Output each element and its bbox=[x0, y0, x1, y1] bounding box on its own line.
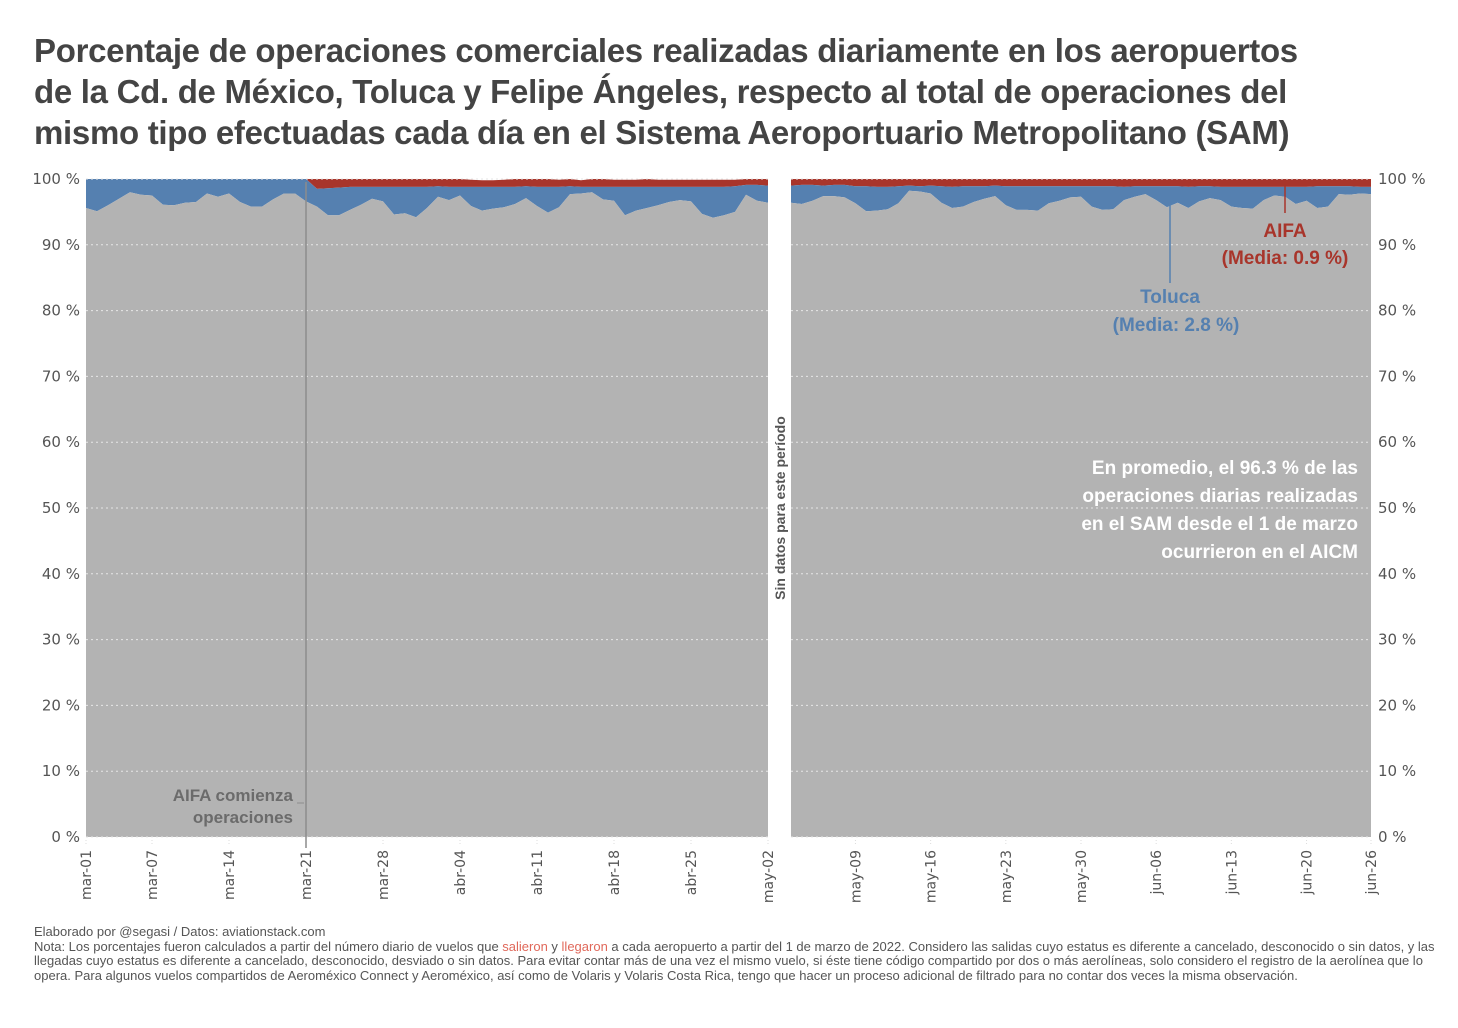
summary-line-2: operaciones diarias realizadas bbox=[1082, 486, 1358, 507]
y-tick-label-left: 90 % bbox=[42, 236, 80, 254]
y-tick-label-right: 60 % bbox=[1378, 433, 1416, 451]
x-tick-label: mar-07 bbox=[145, 850, 161, 900]
x-tick-label: may-16 bbox=[924, 850, 940, 903]
y-axis-left: 0 % 10 % 20 % 30 % 40 % 50 % 60 % 70 % 80 % 90 % 1… bbox=[32, 170, 80, 846]
y-tick-label-left: 70 % bbox=[42, 367, 80, 385]
y-tick-label-right: 50 % bbox=[1378, 499, 1416, 517]
caption: Elaborado por @segasi / Datos: aviations… bbox=[34, 924, 1444, 984]
aifa-mean-label: (Media: 0.9 %) bbox=[1222, 248, 1349, 269]
y-tick-label-left: 0 % bbox=[51, 828, 80, 846]
y-tick-label-right: 80 % bbox=[1378, 302, 1416, 320]
toluca-annotation: Toluca (Media: 2.8 %) bbox=[1113, 205, 1240, 336]
x-tick-label: may-30 bbox=[1074, 850, 1090, 903]
y-axis-right: 0 % 10 % 20 % 30 % 40 % 50 % 60 % 70 % 80 % 90 % 1… bbox=[1378, 170, 1426, 846]
y-tick-label-left: 80 % bbox=[42, 302, 80, 320]
toluca-label: Toluca bbox=[1140, 287, 1200, 308]
y-tick-label-right: 40 % bbox=[1378, 565, 1416, 583]
chart-title-line-1: Porcentaje de operaciones comerciales re… bbox=[34, 32, 1298, 69]
x-tick-label: mar-01 bbox=[79, 850, 95, 900]
x-tick-label: jun-13 bbox=[1224, 850, 1240, 896]
aifa-start-label-line-1: AIFA comienza bbox=[173, 786, 294, 805]
y-tick-label-right: 70 % bbox=[1378, 367, 1416, 385]
panel-left: mar-01 mar-07 mar-14 mar-21 mar-28 abr-04 abr-… bbox=[79, 178, 777, 903]
x-tick-label: abr-11 bbox=[530, 850, 546, 895]
y-tick-label-left: 50 % bbox=[42, 499, 80, 517]
x-tick-label: abr-18 bbox=[607, 850, 623, 895]
aifa-annotation: AIFA (Media: 0.9 %) bbox=[1222, 184, 1349, 269]
y-tick-label-left: 30 % bbox=[42, 631, 80, 649]
y-tick-label-left: 40 % bbox=[42, 565, 80, 583]
caption-llegaron: llegaron bbox=[561, 938, 608, 954]
x-tick-label: mar-14 bbox=[222, 850, 238, 900]
aifa-label: AIFA bbox=[1263, 221, 1307, 242]
chart-title: Porcentaje de operaciones comerciales re… bbox=[34, 30, 1434, 153]
x-tick-label: abr-04 bbox=[453, 850, 469, 895]
y-tick-label-right: 20 % bbox=[1378, 696, 1416, 714]
chart-title-line-3: mismo tipo efectuadas cada día en el Sis… bbox=[34, 114, 1290, 151]
caption-note-post: a cada aeropuerto a partir del 1 de marz… bbox=[34, 938, 1435, 983]
aifa-start-annotation: AIFA comienza operaciones bbox=[173, 182, 307, 848]
summary-line-3: en el SAM desde el 1 de marzo bbox=[1081, 514, 1358, 535]
y-tick-label-right: 10 % bbox=[1378, 762, 1416, 780]
x-tick-label: may-23 bbox=[999, 850, 1015, 903]
no-data-label: Sin datos para este período bbox=[772, 416, 788, 600]
x-tick-label: jun-06 bbox=[1149, 850, 1165, 896]
chart-title-line-2: de la Cd. de México, Toluca y Felipe Áng… bbox=[34, 73, 1287, 110]
aicm-area-left bbox=[86, 192, 768, 837]
x-tick-label: mar-28 bbox=[376, 850, 392, 900]
x-tick-label: abr-25 bbox=[684, 850, 700, 895]
x-tick-label: jun-26 bbox=[1364, 850, 1380, 896]
aifa-area-right bbox=[791, 179, 1371, 187]
caption-note-pre: Nota: Los porcentajes fueron calculados … bbox=[34, 938, 503, 954]
aifa-area-left bbox=[86, 179, 768, 189]
y-tick-label-left: 10 % bbox=[42, 762, 80, 780]
summary-line-1: En promedio, el 96.3 % de las bbox=[1092, 458, 1358, 479]
y-tick-label-right: 100 % bbox=[1378, 170, 1426, 188]
x-tick-label: may-02 bbox=[761, 850, 777, 903]
y-tick-label-right: 30 % bbox=[1378, 631, 1416, 649]
x-tick-label: mar-21 bbox=[299, 850, 315, 900]
caption-salieron: salieron bbox=[502, 938, 548, 954]
aicm-area-right bbox=[791, 190, 1371, 838]
y-tick-label-left: 60 % bbox=[42, 433, 80, 451]
panel-right: may-09 may-16 may-23 may-30 jun-06 jun-13 jun-… bbox=[791, 178, 1380, 903]
y-tick-label-left: 100 % bbox=[32, 170, 80, 188]
summary-annotation: En promedio, el 96.3 % de las operacione… bbox=[1081, 458, 1358, 563]
aifa-start-label-line-2: operaciones bbox=[193, 808, 293, 827]
caption-note: Nota: Los porcentajes fueron calculados … bbox=[34, 938, 1444, 984]
y-tick-label-right: 0 % bbox=[1378, 828, 1407, 846]
summary-line-4: ocurrieron en el AICM bbox=[1161, 542, 1358, 563]
x-tick-label: jun-20 bbox=[1300, 850, 1316, 896]
toluca-mean-label: (Media: 2.8 %) bbox=[1113, 315, 1240, 336]
y-tick-label-left: 20 % bbox=[42, 696, 80, 714]
caption-credit: Elaborado por @segasi / Datos: aviations… bbox=[34, 924, 326, 939]
y-tick-label-right: 90 % bbox=[1378, 236, 1416, 254]
toluca-area-right bbox=[791, 184, 1371, 212]
x-tick-label: may-09 bbox=[848, 850, 864, 903]
caption-y: y bbox=[547, 938, 562, 954]
toluca-area-left bbox=[86, 179, 768, 218]
